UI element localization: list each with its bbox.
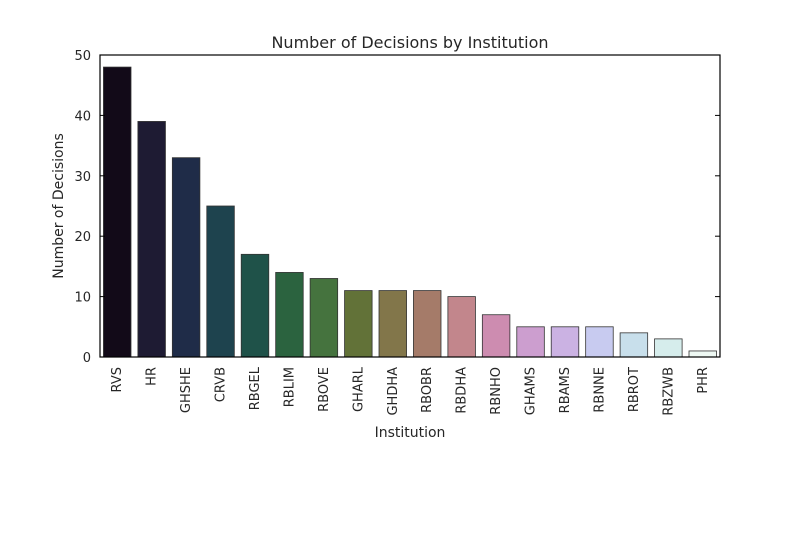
bar-ghdha <box>378 290 407 358</box>
y-axis-label: Number of Decisions <box>51 133 67 279</box>
bar-gharl <box>344 290 373 358</box>
x-tick-label-rbgel: RBGEL <box>248 366 263 410</box>
bar-crvb <box>206 205 235 358</box>
y-tick-label: 0 <box>83 351 91 366</box>
bar-rbnne <box>585 326 614 358</box>
plot-frame <box>99 54 721 358</box>
bar-rbams <box>550 326 580 358</box>
x-tick-label-hr: HR <box>145 367 160 386</box>
bar-rbdha <box>447 296 476 358</box>
x-tick-label-rbams: RBAMS <box>558 367 573 413</box>
x-tick-label-ghdha: GHDHA <box>386 367 401 416</box>
x-tick-label-rbrot: RBROT <box>627 367 642 412</box>
x-tick-label-rblim: RBLIM <box>282 367 297 407</box>
chart-title: Number of Decisions by Institution <box>271 33 548 52</box>
x-axis: RVS HR GHSHE CRVB RBGEL RBLIM RBOVE GHARL GHDHA R… <box>110 366 711 415</box>
bar-ghams <box>516 326 545 358</box>
bar-rbove <box>309 278 339 358</box>
x-tick-label-rbnne: RBNNE <box>592 367 607 413</box>
bar-phr <box>688 350 717 358</box>
bar-rbzwb <box>654 338 683 358</box>
x-axis-label: Institution <box>375 425 446 441</box>
x-tick-label-rbzwb: RBZWB <box>661 367 676 416</box>
x-tick-label-rvs: RVS <box>110 367 125 392</box>
x-tick-label-gharl: GHARL <box>351 366 366 412</box>
x-tick-label-rbnho: RBNHO <box>489 367 504 415</box>
bar-rbgel <box>240 253 270 358</box>
bar-rbobr <box>413 290 442 358</box>
y-tick-label: 20 <box>74 230 91 245</box>
y-tick-label: 30 <box>74 170 91 185</box>
bars-group <box>103 66 717 358</box>
x-tick-label-ghshe: GHSHE <box>179 367 194 413</box>
x-tick-label-ghams: GHAMS <box>524 367 539 415</box>
bar-ghshe <box>171 157 201 358</box>
x-tick-label-phr: PHR <box>696 367 711 394</box>
bar-hr <box>137 121 166 358</box>
y-tick-label: 50 <box>74 49 91 64</box>
bar-rbrot <box>619 332 649 358</box>
x-tick-label-rbobr: RBOBR <box>420 367 435 413</box>
y-axis: 0 10 20 30 40 50 <box>74 49 720 366</box>
x-tick-label-rbove: RBOVE <box>317 367 332 412</box>
x-tick-label-crvb: CRVB <box>214 367 229 402</box>
y-tick-label: 10 <box>74 291 91 306</box>
x-tick-label-rbdha: RBDHA <box>455 367 470 414</box>
bar-rvs <box>103 66 132 358</box>
y-tick-label: 40 <box>74 109 91 124</box>
bar-rblim <box>275 272 304 358</box>
bar-rbnho <box>481 314 511 358</box>
